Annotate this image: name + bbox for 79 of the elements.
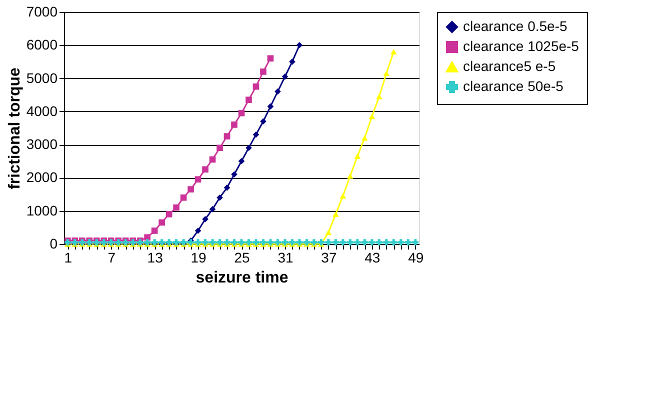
point <box>289 58 296 65</box>
legend-label: clearance 1025e-5 <box>463 38 580 54</box>
point <box>267 55 274 62</box>
point <box>282 73 288 80</box>
legend-label: clearance 50e-5 <box>463 78 564 94</box>
y-tick-label: 3000 <box>26 136 58 152</box>
point <box>347 239 354 246</box>
point <box>325 239 332 246</box>
point <box>238 158 245 164</box>
point <box>238 110 245 116</box>
point <box>340 193 346 199</box>
legend-label: clearance 0.5e-5 <box>463 18 568 34</box>
point <box>202 216 208 222</box>
point <box>224 133 230 140</box>
y-tick-label: 7000 <box>26 4 58 20</box>
point <box>224 184 230 191</box>
y-tick-label: 5000 <box>26 70 58 86</box>
point <box>216 194 223 201</box>
point <box>368 114 376 120</box>
point <box>354 239 361 246</box>
point <box>332 211 339 217</box>
point <box>252 131 260 138</box>
point <box>144 234 150 241</box>
point <box>173 204 180 211</box>
point <box>332 239 339 246</box>
x-axis-title: seizure time <box>196 270 288 286</box>
point <box>340 239 346 246</box>
point <box>390 239 397 246</box>
point <box>267 103 274 110</box>
point <box>209 156 216 163</box>
y-tick-label: 4000 <box>26 102 58 119</box>
point <box>246 144 252 152</box>
point <box>390 49 397 55</box>
x-tick-label: 1 <box>64 250 72 266</box>
point <box>260 118 266 125</box>
x-tick-label: 43 <box>364 250 380 266</box>
y-tick-label: 1000 <box>26 202 58 218</box>
y-tick-label: 0 <box>50 236 58 252</box>
x-tick-label: 7 <box>108 250 116 266</box>
point <box>166 211 172 218</box>
point <box>252 83 260 90</box>
point <box>325 230 332 236</box>
point <box>383 70 390 76</box>
point <box>188 186 194 192</box>
point <box>398 239 404 246</box>
point <box>362 239 368 246</box>
y-tick-label: 2000 <box>26 169 58 186</box>
point <box>376 239 382 246</box>
x-tick-label: 19 <box>190 250 207 266</box>
x-tick-label: 31 <box>278 250 294 266</box>
legend-label: clearance5 e-5 <box>463 58 556 74</box>
point <box>296 42 303 48</box>
point <box>194 228 202 234</box>
point <box>347 173 354 179</box>
point <box>354 153 361 159</box>
point <box>231 122 238 128</box>
y-axis-title: frictional torque <box>6 68 24 190</box>
point <box>231 171 238 178</box>
point <box>362 135 368 141</box>
point <box>274 88 281 95</box>
point <box>260 68 266 75</box>
point <box>180 194 187 201</box>
point <box>194 176 202 183</box>
point <box>158 219 165 226</box>
x-tick-label: 49 <box>408 250 424 266</box>
point <box>202 166 208 173</box>
point <box>209 206 216 212</box>
y-tick-label: 6000 <box>26 36 58 53</box>
point <box>216 144 223 152</box>
x-tick-label: 13 <box>147 250 164 266</box>
x-tick-label: 25 <box>234 250 250 266</box>
point <box>368 239 376 246</box>
point <box>246 96 252 103</box>
point <box>404 239 412 246</box>
point <box>412 239 419 246</box>
point <box>376 94 382 100</box>
point <box>151 228 158 234</box>
point <box>383 239 390 246</box>
x-tick-label: 37 <box>321 250 337 266</box>
